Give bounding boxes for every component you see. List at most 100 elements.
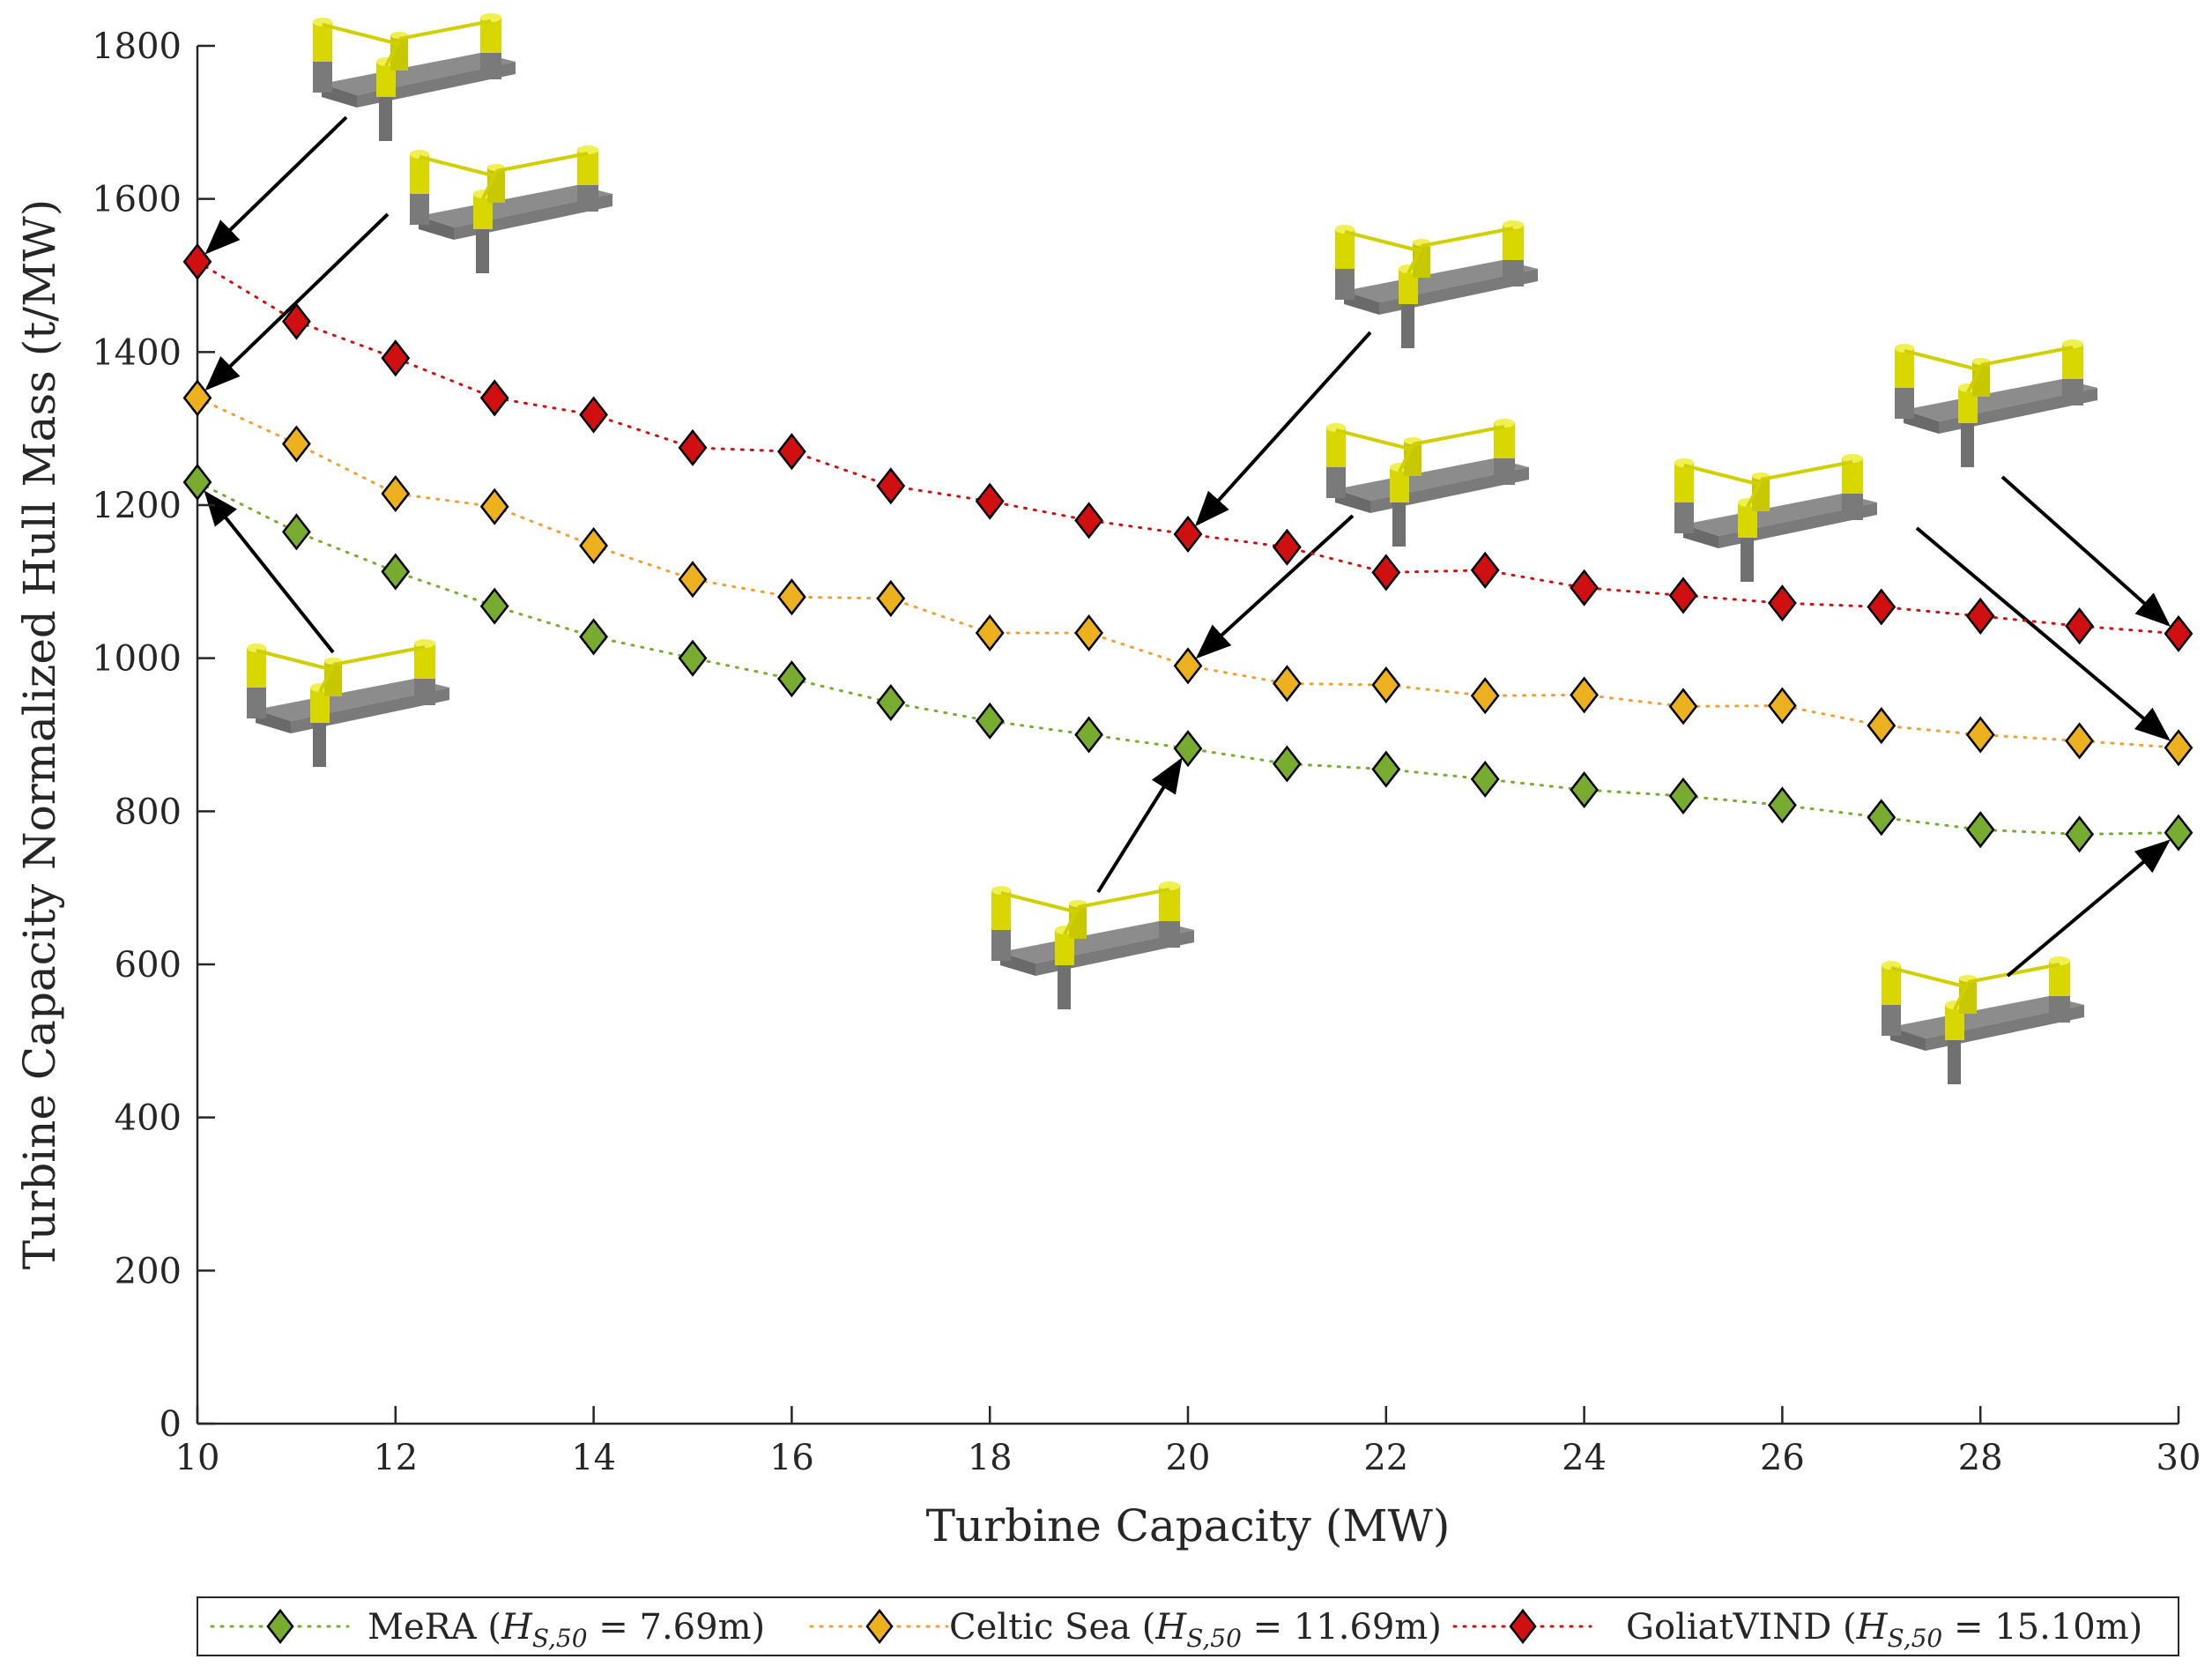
data-point [876, 579, 906, 617]
data-point [1371, 666, 1401, 704]
y-tick-label: 600 [115, 945, 182, 986]
x-tick-label: 16 [769, 1438, 814, 1478]
legend-marker [266, 1608, 294, 1645]
data-point [1965, 811, 1995, 849]
data-point [876, 683, 906, 722]
data-point [678, 428, 708, 466]
data-point [678, 561, 708, 599]
data-point [281, 513, 311, 551]
data-point [1668, 777, 1698, 815]
platform-render-image [1333, 219, 1540, 350]
x-tick-label: 30 [2156, 1438, 2201, 1478]
annotation-arrow [1915, 526, 2171, 741]
data-point [776, 578, 806, 616]
data-point [2065, 815, 2095, 853]
data-point [381, 339, 411, 377]
series-line [196, 260, 2180, 636]
platform-render-image [245, 637, 451, 769]
series-mera [182, 463, 2193, 853]
x-tick-label: 12 [373, 1438, 418, 1478]
data-point [1867, 588, 1897, 626]
data-point [1272, 665, 1302, 703]
data-point [1668, 577, 1698, 614]
legend-marker [1509, 1608, 1537, 1645]
legend-label: GoliatVIND (HS,50 = 15.10m) [1626, 1607, 2142, 1653]
series-goliatvind [182, 242, 2193, 652]
axes: 10 12 14 16 18 20 22 24 26 28 30 0 200 400 600 800 1000 1… [92, 26, 2201, 1478]
data-point [579, 396, 609, 434]
data-point [1272, 528, 1302, 566]
data-point [975, 614, 1005, 652]
legend-label: MeRA (HS,50 = 7.69m) [367, 1607, 765, 1653]
y-tick-label: 200 [115, 1251, 182, 1291]
x-tick-label: 14 [571, 1438, 616, 1478]
data-point [281, 425, 311, 463]
platform-render-image [1893, 338, 2099, 469]
x-tick-label: 24 [1562, 1438, 1607, 1478]
data-point [975, 702, 1005, 740]
platform-render-image [990, 880, 1196, 1011]
data-point [1965, 716, 1995, 754]
data-point [579, 618, 609, 656]
data-point [1173, 647, 1203, 685]
platform-renders [245, 11, 2099, 1086]
annotation-arrow [204, 212, 390, 391]
data-point [381, 553, 411, 591]
y-tick-label: 400 [115, 1098, 182, 1139]
platform-render-image [408, 144, 614, 275]
data-point [182, 463, 212, 501]
legend-label: Celtic Sea (HS,50 = 11.69m) [949, 1607, 1442, 1653]
data-point [182, 379, 212, 417]
x-tick-label: 10 [175, 1438, 220, 1478]
data-point [1767, 786, 1797, 824]
series-line [196, 396, 2180, 749]
platform-render-image [1880, 955, 2086, 1086]
data-point [479, 587, 509, 625]
y-tick-label: 1000 [92, 639, 182, 680]
y-tick-label: 1800 [92, 26, 182, 67]
data-point [2164, 614, 2193, 652]
data-point [1074, 502, 1104, 539]
data-point [1371, 750, 1401, 788]
data-point [776, 433, 806, 471]
data-point [2164, 814, 2193, 852]
x-tick-label: 22 [1363, 1438, 1408, 1478]
annotation-arrow [204, 115, 348, 255]
annotation-arrow [1096, 757, 1183, 894]
series-celtic-sea [182, 379, 2193, 767]
series [182, 242, 2193, 853]
data-point [1767, 584, 1797, 622]
data-point [2164, 729, 2193, 767]
data-point [1867, 799, 1897, 837]
data-point [1371, 554, 1401, 591]
data-point [1570, 676, 1600, 714]
series-line [196, 480, 2180, 836]
y-tick-label: 1200 [92, 486, 182, 526]
data-point [1074, 614, 1104, 652]
data-point [1767, 687, 1797, 725]
x-tick-label: 28 [1958, 1438, 2003, 1478]
data-point [1074, 716, 1104, 754]
legend-marker [865, 1608, 894, 1645]
data-point [876, 467, 906, 505]
legend-item-celtic-sea: Celtic Sea (HS,50 = 11.69m) [809, 1607, 1442, 1653]
data-point [1272, 745, 1302, 783]
data-point [678, 639, 708, 677]
data-point [1965, 597, 1995, 635]
platform-render-image [1325, 417, 1531, 548]
x-axis-title: Turbine Capacity (MW) [926, 1500, 1451, 1551]
y-axis-title: Turbine Capacity Normalized Hull Mass (t… [14, 199, 65, 1269]
data-point [1470, 677, 1500, 715]
data-point [1668, 688, 1698, 725]
data-point [479, 379, 509, 417]
y-tick-label: 800 [115, 792, 182, 832]
data-point [182, 242, 212, 280]
y-tick-label: 1600 [92, 180, 182, 220]
data-point [2065, 722, 2095, 760]
legend-item-goliatvind: GoliatVIND (HS,50 = 15.10m) [1452, 1607, 2142, 1653]
annotation-arrow [1195, 514, 1355, 659]
annotation-arrows [204, 115, 2171, 978]
data-point [1470, 760, 1500, 798]
data-point [281, 302, 311, 340]
